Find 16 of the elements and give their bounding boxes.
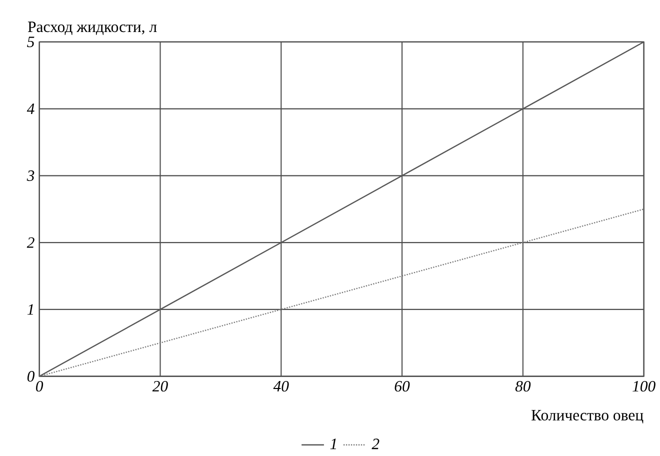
x-tick-label: 100: [632, 380, 656, 392]
y-axis-title: Расход жидкости, л: [28, 22, 157, 35]
y-tick-label: 4: [26, 104, 34, 114]
legend-label: 2: [372, 438, 380, 449]
x-tick-label: 80: [515, 380, 531, 392]
y-tick-label: 5: [27, 36, 34, 48]
y-tick-label: 2: [26, 237, 34, 248]
y-tick-label: 3: [26, 170, 34, 181]
x-tick-label: 40: [273, 380, 289, 392]
y-tick-label: 1: [27, 304, 34, 314]
x-tick-label: 0: [36, 380, 44, 392]
x-tick-label: 20: [152, 380, 168, 392]
y-tick-label: 0: [27, 370, 35, 382]
legend-label: 1: [330, 438, 336, 449]
x-tick-label: 60: [394, 380, 410, 392]
x-axis-title: Количество овец: [531, 410, 644, 424]
